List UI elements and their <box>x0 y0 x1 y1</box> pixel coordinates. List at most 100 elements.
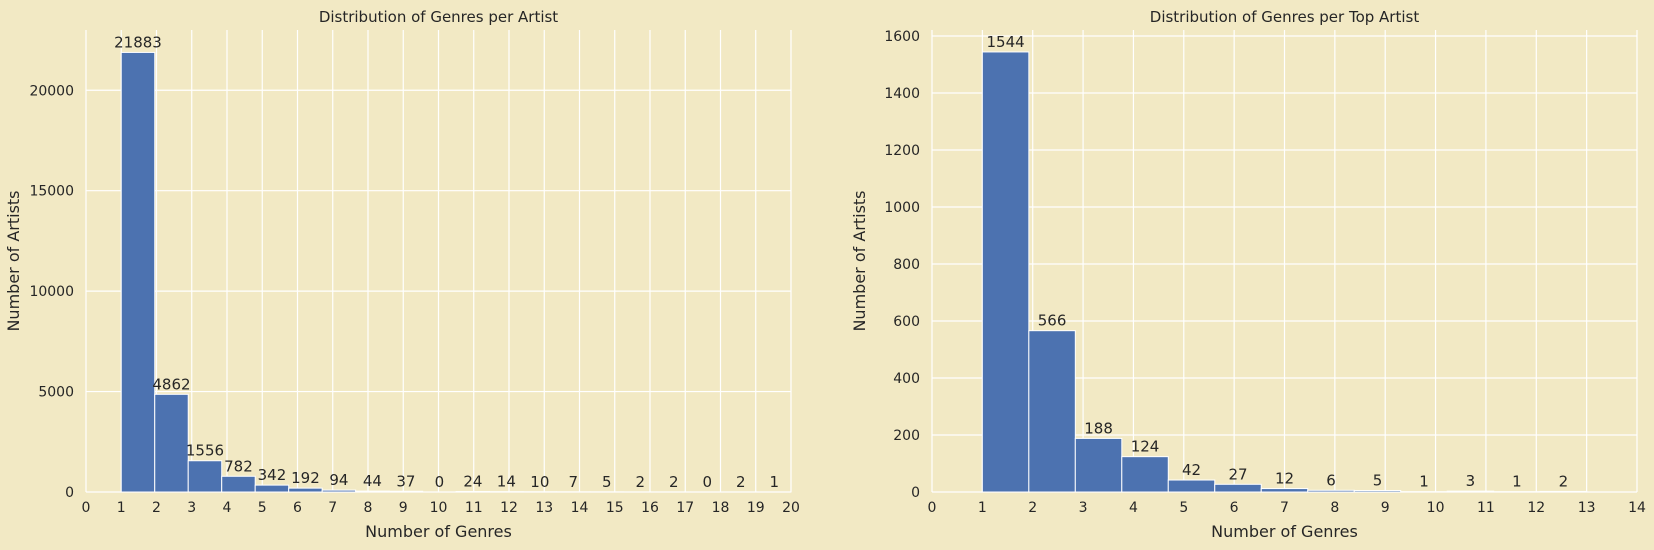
x-tick-label: 0 <box>928 500 937 516</box>
bar <box>187 460 223 493</box>
bar-value-label: 37 <box>396 472 415 490</box>
bar-value-label: 3 <box>1466 472 1476 490</box>
x-tick-label: 12 <box>1527 500 1545 516</box>
y-tick-label: 800 <box>893 257 920 273</box>
bar-value-label: 2 <box>636 473 646 491</box>
bar <box>981 51 1030 493</box>
y-tick-label: 10000 <box>29 284 74 300</box>
bar-value-label: 4862 <box>152 375 190 393</box>
bar-value-label: 0 <box>703 473 713 491</box>
x-tick-label: 19 <box>747 500 765 516</box>
x-tick-label: 2 <box>1028 500 1037 516</box>
x-tick-label: 9 <box>399 500 408 516</box>
bar <box>1307 489 1355 493</box>
bar-value-label: 42 <box>1182 461 1201 479</box>
bar <box>1074 437 1123 493</box>
bar-value-label: 12 <box>1275 470 1294 488</box>
bar <box>120 51 156 493</box>
x-tick-label: 3 <box>187 500 196 516</box>
bar <box>254 484 290 493</box>
x-tick-label: 0 <box>82 500 91 516</box>
bar-value-label: 192 <box>291 469 320 487</box>
bar-value-label: 342 <box>258 466 287 484</box>
x-tick-label: 10 <box>430 500 448 516</box>
chart-title: Distribution of Genres per Artist <box>319 8 558 26</box>
y-tick-label: 15000 <box>29 184 74 200</box>
y-tick-label: 0 <box>911 485 920 501</box>
bar-value-label: 1 <box>1512 473 1522 491</box>
x-tick-label: 12 <box>500 500 518 516</box>
bar-value-label: 5 <box>1373 472 1383 490</box>
x-axis-label: Number of Genres <box>1211 522 1358 541</box>
bar-value-label: 6 <box>1326 471 1336 489</box>
x-tick-label: 2 <box>152 500 161 516</box>
x-tick-label: 4 <box>223 500 232 516</box>
chart-title: Distribution of Genres per Top Artist <box>1150 8 1420 26</box>
bar <box>321 489 357 493</box>
bar <box>388 490 424 493</box>
x-tick-label: 7 <box>1280 500 1289 516</box>
y-tick-label: 200 <box>893 428 920 444</box>
x-tick-label: 8 <box>364 500 373 516</box>
y-tick-label: 1600 <box>884 29 920 45</box>
chart-genres-per-artist: 0 1 2 3 4 5 6 7 8 9 10 11 12 13 14 15 16 17 18 19 2005000100… <box>4 8 800 541</box>
bar-value-label: 21883 <box>114 33 162 51</box>
x-tick-label: 15 <box>606 500 624 516</box>
y-tick-label: 1000 <box>884 200 920 216</box>
x-tick-label: 6 <box>1230 500 1239 516</box>
bar <box>1539 490 1588 493</box>
bar <box>288 487 323 493</box>
x-tick-label: 14 <box>571 500 589 516</box>
x-tick-label: 13 <box>535 500 553 516</box>
x-tick-label: 1 <box>978 500 987 516</box>
x-tick-label: 9 <box>1381 500 1390 516</box>
y-axis-label: Number of Artists <box>850 190 869 331</box>
bar-value-label: 2 <box>669 473 679 491</box>
bar-value-label: 1 <box>1419 473 1429 491</box>
bar-value-label: 14 <box>497 473 516 491</box>
bar <box>1167 479 1216 493</box>
y-tick-label: 600 <box>893 314 920 330</box>
bar-value-label: 782 <box>224 457 253 475</box>
bar-value-label: 5 <box>602 473 612 491</box>
bar <box>1353 490 1402 493</box>
bar-value-label: 44 <box>363 472 382 490</box>
x-tick-label: 10 <box>1427 500 1445 516</box>
bar-value-label: 1 <box>769 473 779 491</box>
x-tick-label: 11 <box>1477 500 1495 516</box>
y-tick-label: 0 <box>65 485 74 501</box>
bar <box>221 475 256 493</box>
y-tick-label: 5000 <box>38 385 74 401</box>
bar <box>1121 456 1169 493</box>
x-tick-label: 1 <box>117 500 126 516</box>
bar <box>1028 330 1076 493</box>
y-axis-label: Number of Artists <box>4 190 23 331</box>
x-tick-label: 20 <box>782 500 800 516</box>
x-tick-label: 18 <box>712 500 730 516</box>
x-tick-label: 4 <box>1129 500 1138 516</box>
bar-value-label: 27 <box>1228 465 1247 483</box>
x-tick-label: 17 <box>676 500 694 516</box>
bar <box>154 393 189 493</box>
bar-value-label: 1556 <box>186 442 224 460</box>
x-tick-label: 5 <box>258 500 267 516</box>
bar-value-label: 24 <box>463 473 482 491</box>
x-tick-label: 11 <box>465 500 483 516</box>
bar-value-label: 7 <box>569 473 579 491</box>
x-tick-label: 6 <box>293 500 302 516</box>
bar-value-label: 2 <box>1559 472 1569 490</box>
chart-genres-per-top-artist: 0 1 2 3 4 5 6 7 8 9 10 11 12 13 1402004006008001000120… <box>850 8 1646 541</box>
y-tick-label: 400 <box>893 371 920 387</box>
x-axis-label: Number of Genres <box>365 522 512 541</box>
bar-value-label: 1544 <box>987 33 1025 51</box>
y-tick-label: 1400 <box>884 86 920 102</box>
x-tick-label: 7 <box>328 500 337 516</box>
bar-value-label: 94 <box>329 471 348 489</box>
bar-value-label: 566 <box>1038 312 1067 330</box>
x-tick-label: 16 <box>641 500 659 516</box>
x-tick-label: 8 <box>1330 500 1339 516</box>
bar <box>355 490 390 493</box>
bar <box>1446 490 1495 493</box>
bar-value-label: 10 <box>530 473 549 491</box>
